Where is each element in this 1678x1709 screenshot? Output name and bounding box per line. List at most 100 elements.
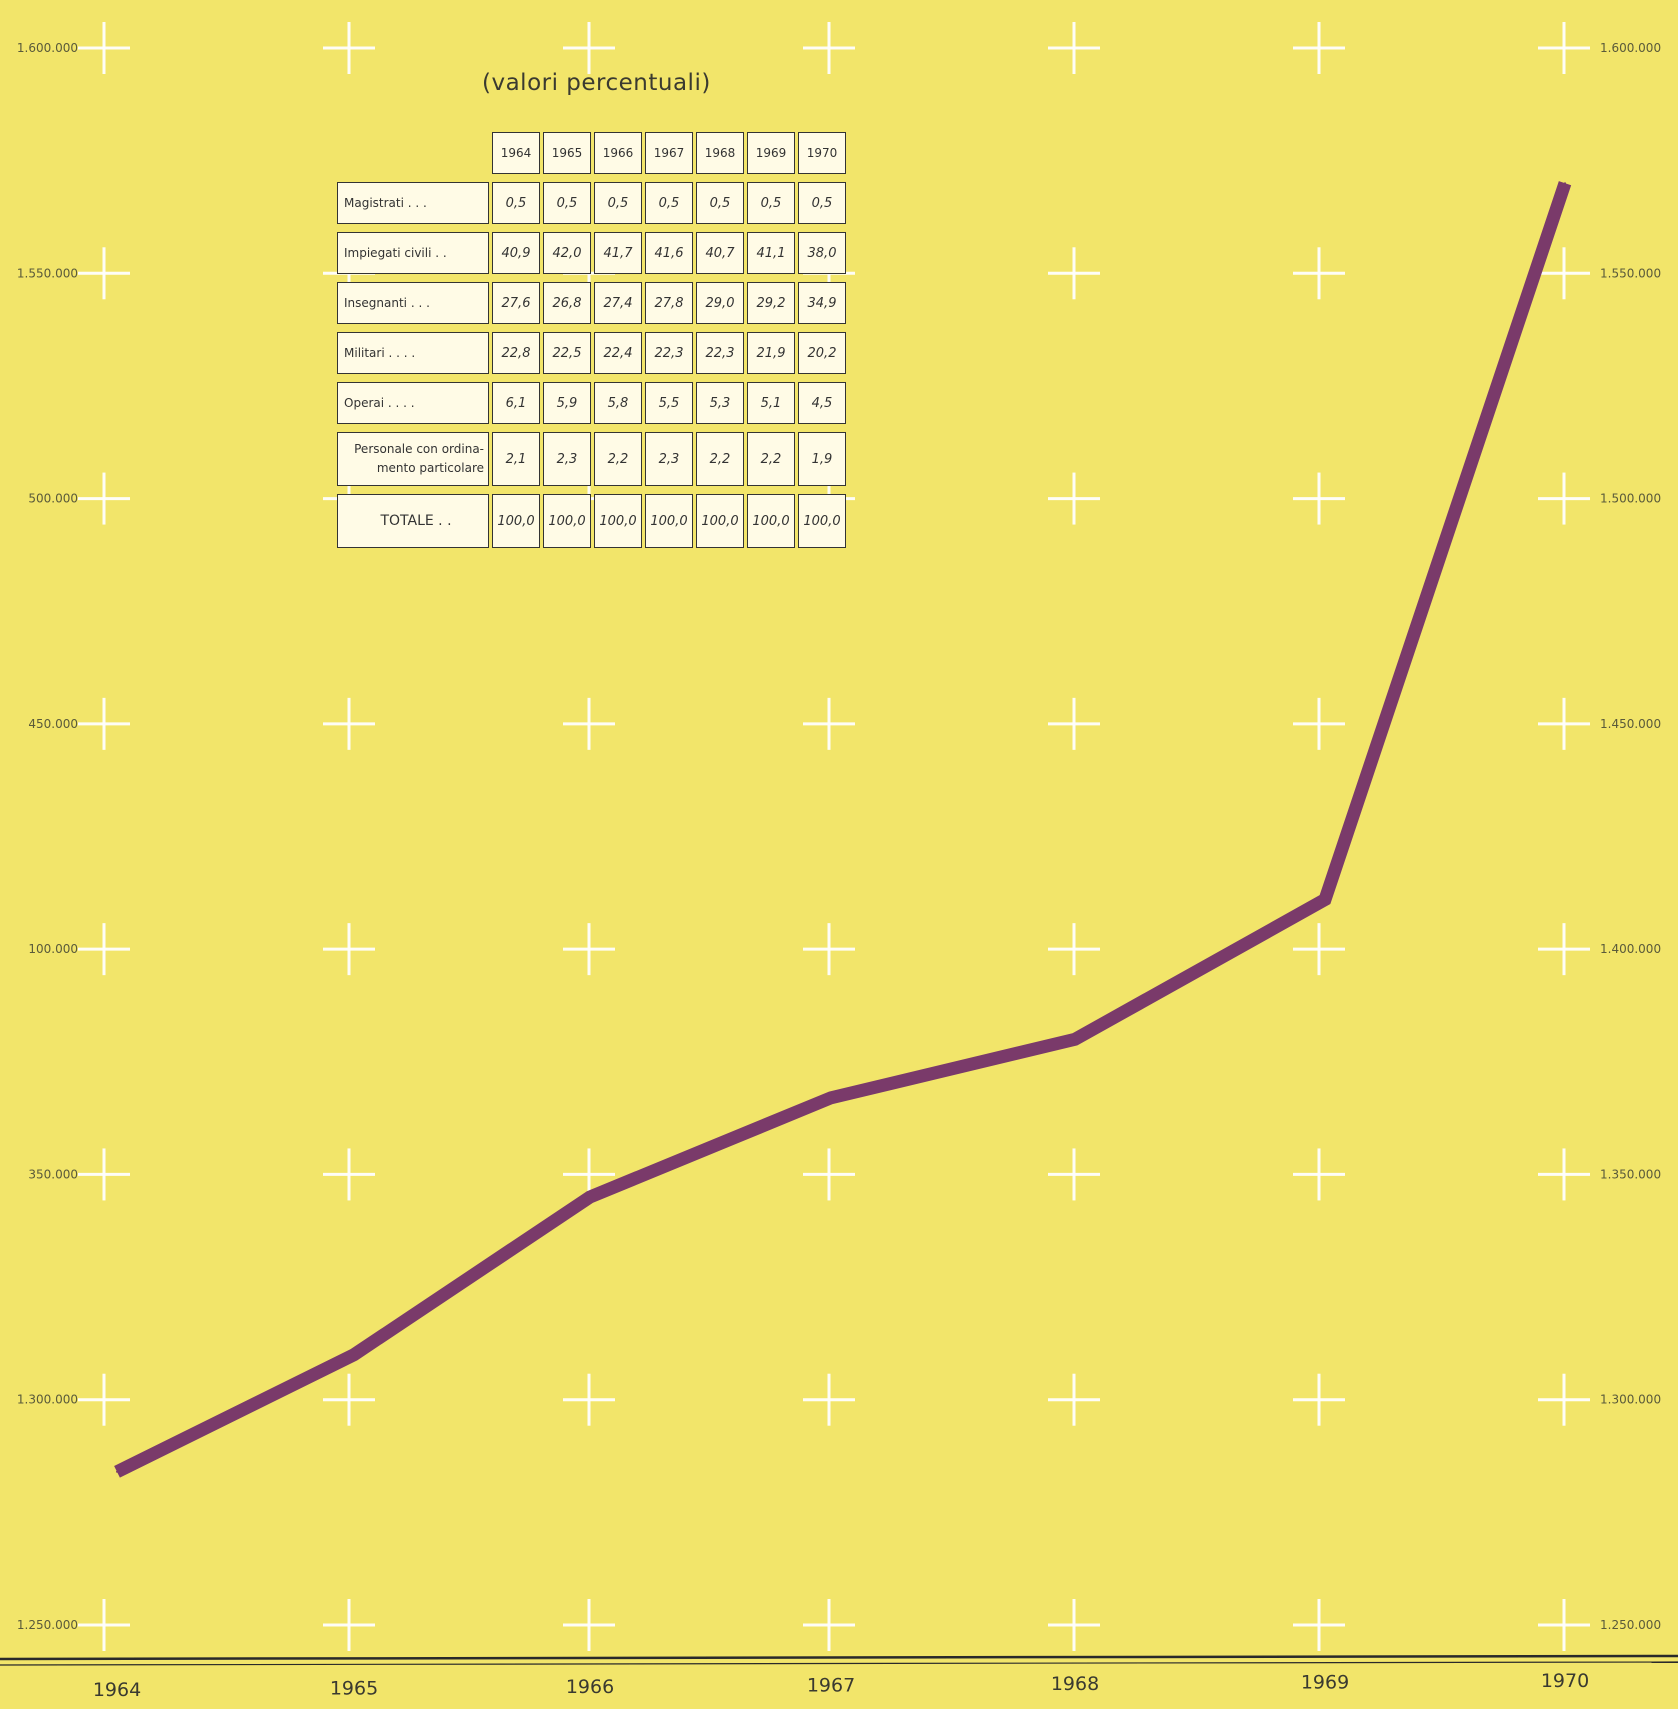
y-tick-label-left: 1.300.000 <box>17 1393 78 1407</box>
table-cell: 0,5 <box>747 182 795 224</box>
y-axis-left: 1.250.000 1.300.000 350.000 100.000 450.000 5… <box>17 41 78 1632</box>
grid-cross <box>1538 1599 1590 1651</box>
grid-cross <box>803 697 855 750</box>
table-cell: 0,5 <box>798 182 846 224</box>
grid-cross <box>1048 1373 1100 1426</box>
table-row: Impiegati civili . . 40,9 42,0 41,7 41,6… <box>337 232 846 274</box>
table-header-row: 1964 1965 1966 1967 1968 1969 1970 <box>337 132 846 174</box>
grid-cross <box>1293 1373 1345 1426</box>
table-cell: 0,5 <box>543 182 591 224</box>
table-cell: 2,3 <box>645 432 693 486</box>
x-tick-label: 1969 <box>1301 1672 1349 1694</box>
table-cell: 41,6 <box>645 232 693 274</box>
table-cell: 29,0 <box>696 282 744 324</box>
table-cell: 27,6 <box>492 282 540 324</box>
table-caption: (valori percentuali) <box>482 70 711 96</box>
table-cell: 0,5 <box>696 182 744 224</box>
table-cell: 100,0 <box>747 494 795 548</box>
table-cell: 34,9 <box>798 282 846 324</box>
y-tick-label-left: 500.000 <box>28 492 78 506</box>
grid-cross <box>78 1373 130 1426</box>
grid-cross <box>1538 923 1590 976</box>
table-cell: 0,5 <box>492 182 540 224</box>
grid-cross <box>803 1148 855 1201</box>
grid-cross <box>1538 1148 1590 1201</box>
table-cell: 2,2 <box>696 432 744 486</box>
table-row-total: TOTALE . . 100,0 100,0 100,0 100,0 100,0… <box>337 494 846 548</box>
table-cell: 1,9 <box>798 432 846 486</box>
grid-cross <box>78 22 130 74</box>
grid-cross <box>1293 923 1345 976</box>
table-cell: 100,0 <box>492 494 540 548</box>
year-header: 1969 <box>747 132 795 174</box>
grid-cross <box>803 923 855 976</box>
year-header: 1965 <box>543 132 591 174</box>
grid-cross <box>1048 1599 1100 1651</box>
table-cell: 5,3 <box>696 382 744 424</box>
x-axis: 1964 1965 1966 1967 1968 1969 1970 <box>93 1670 1589 1701</box>
row-label: Insegnanti . . . <box>337 282 489 324</box>
percentage-table: 1964 1965 1966 1967 1968 1969 1970 Magis… <box>334 124 849 556</box>
grid-cross <box>1293 1148 1345 1201</box>
table-cell: 0,5 <box>594 182 642 224</box>
y-tick-label-left: 100.000 <box>28 942 78 956</box>
grid-cross <box>1293 22 1345 74</box>
table-cell: 6,1 <box>492 382 540 424</box>
table-row: Insegnanti . . . 27,6 26,8 27,4 27,8 29,… <box>337 282 846 324</box>
grid-cross <box>1538 22 1590 74</box>
table-cell: 100,0 <box>645 494 693 548</box>
grid-cross <box>323 697 375 750</box>
table-cell: 100,0 <box>594 494 642 548</box>
table-cell: 22,3 <box>645 332 693 374</box>
table-cell: 5,5 <box>645 382 693 424</box>
table-row: Personale con ordina- mento particolare … <box>337 432 846 486</box>
row-label: TOTALE . . <box>337 494 489 548</box>
x-tick-label: 1966 <box>566 1676 614 1698</box>
table-cell: 5,9 <box>543 382 591 424</box>
year-header: 1970 <box>798 132 846 174</box>
grid-cross <box>1538 1373 1590 1426</box>
table-cell: 5,1 <box>747 382 795 424</box>
table-row: Militari . . . . 22,8 22,5 22,4 22,3 22,… <box>337 332 846 374</box>
grid-cross <box>323 22 375 74</box>
grid-cross <box>1048 22 1100 74</box>
table-corner <box>337 132 489 174</box>
x-tick-label: 1970 <box>1541 1670 1589 1692</box>
year-header: 1968 <box>696 132 744 174</box>
y-tick-label-right: 1.600.000 <box>1600 41 1661 55</box>
row-label: Personale con ordina- mento particolare <box>337 432 489 486</box>
y-axis-right: 1.250.000 1.300.000 1.350.000 1.400.000 1.45… <box>1600 41 1661 1632</box>
data-point <box>830 1096 832 1099</box>
grid-cross <box>1293 247 1345 300</box>
x-tick-label: 1967 <box>807 1675 855 1697</box>
grid-cross <box>563 22 615 74</box>
table-cell: 22,3 <box>696 332 744 374</box>
grid-cross <box>78 1148 130 1201</box>
table-row: Magistrati . . . 0,5 0,5 0,5 0,5 0,5 0,5… <box>337 182 846 224</box>
table-cell: 41,1 <box>747 232 795 274</box>
table-cell: 2,3 <box>543 432 591 486</box>
table-cell: 100,0 <box>543 494 591 548</box>
baseline-rule <box>0 1661 1678 1666</box>
table-cell: 100,0 <box>696 494 744 548</box>
table-cell: 100,0 <box>798 494 846 548</box>
x-tick-label: 1964 <box>93 1679 141 1701</box>
table-cell: 22,4 <box>594 332 642 374</box>
table-cell: 40,7 <box>696 232 744 274</box>
grid-cross <box>1048 472 1100 525</box>
table-cell: 2,2 <box>594 432 642 486</box>
table-cell: 22,8 <box>492 332 540 374</box>
table-cell: 22,5 <box>543 332 591 374</box>
row-label: Impiegati civili . . <box>337 232 489 274</box>
y-tick-label-left: 1.250.000 <box>17 1618 78 1632</box>
row-label-line: mento particolare <box>376 461 484 475</box>
table-cell: 5,8 <box>594 382 642 424</box>
grid-cross <box>563 697 615 750</box>
grid-cross <box>563 1373 615 1426</box>
grid-cross <box>563 1599 615 1651</box>
data-point <box>353 1353 355 1356</box>
x-tick-label: 1968 <box>1051 1673 1099 1695</box>
row-label: Militari . . . . <box>337 332 489 374</box>
